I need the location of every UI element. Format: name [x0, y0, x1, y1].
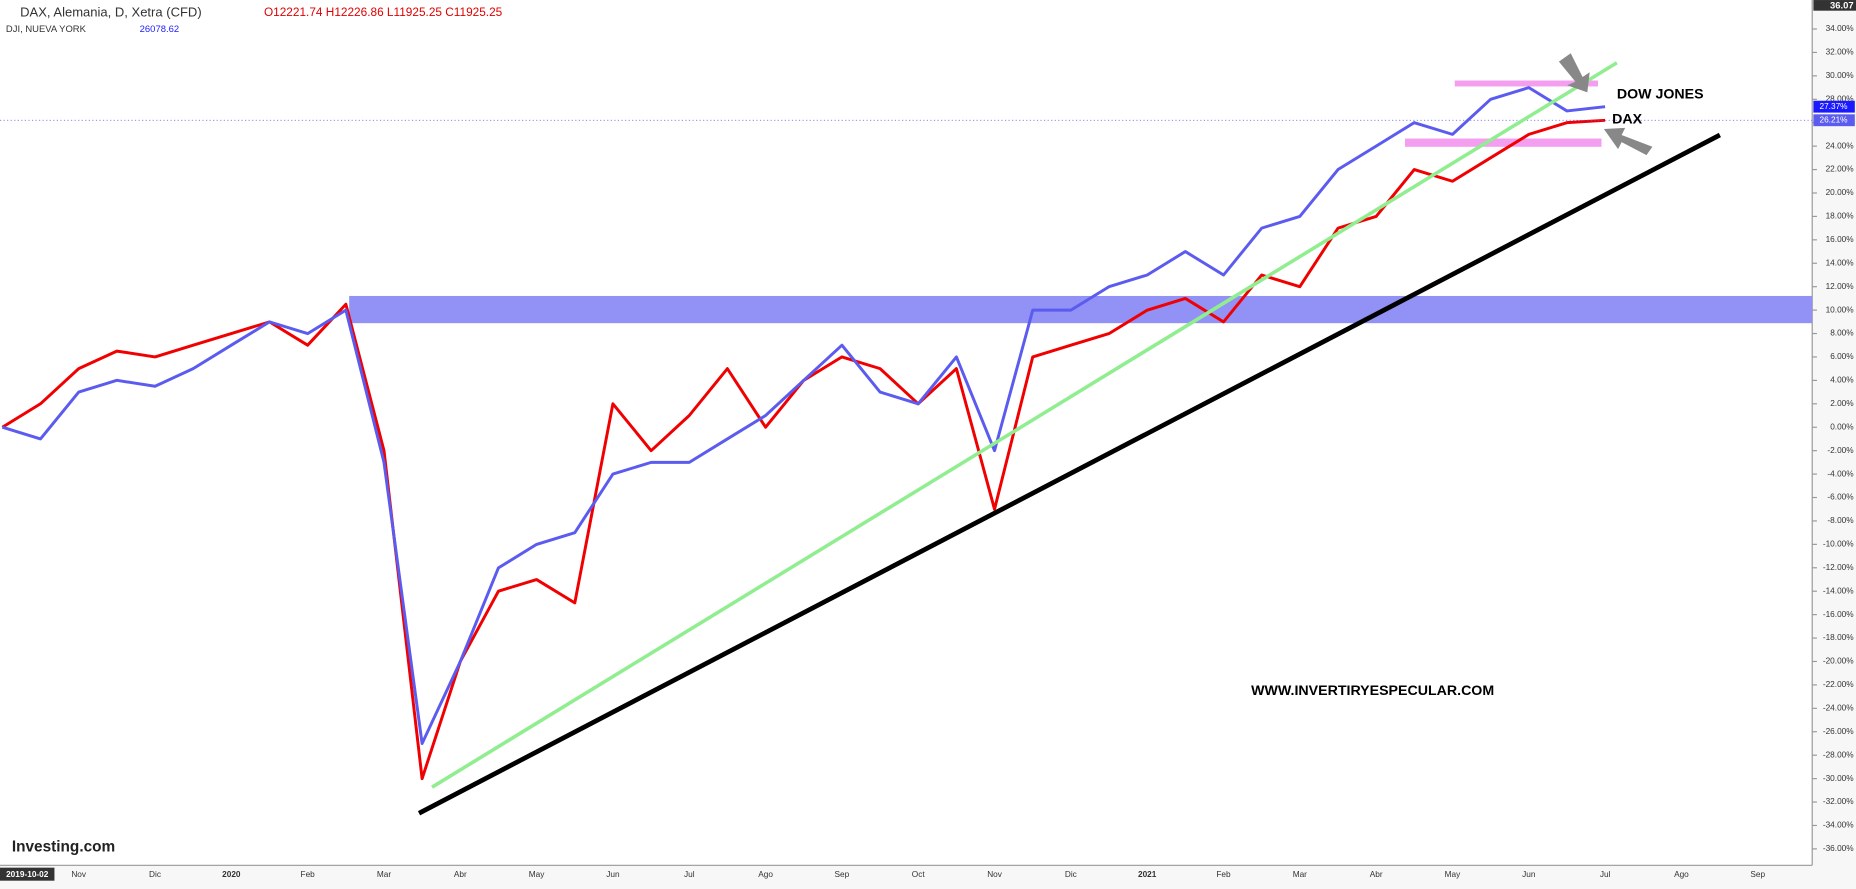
y-tick-label: 10.00%	[1826, 305, 1855, 314]
y-tick-label: 16.00%	[1826, 235, 1855, 244]
x-tick-label: Abr	[454, 870, 467, 879]
y-tick-label: 4.00%	[1830, 376, 1854, 385]
y-tick-label: -26.00%	[1823, 727, 1854, 736]
y-tick-label: -6.00%	[1827, 493, 1854, 502]
y-tick-label: -24.00%	[1823, 704, 1854, 713]
y-axis-panel	[1812, 0, 1856, 889]
x-tick-label: Nov	[987, 870, 1003, 879]
trendlines	[417, 53, 1721, 816]
top-value: 36.07	[1830, 0, 1854, 11]
x-tick-label: Jul	[684, 870, 695, 879]
range-top	[1454, 80, 1598, 87]
x-tick-label: Mar	[1293, 870, 1307, 879]
annotation: DOW JONES	[1617, 86, 1704, 102]
series-title: DJI, NUEVA YORK	[6, 24, 87, 35]
x-tick-label: Jul	[1600, 870, 1611, 879]
y-tick-label: -32.00%	[1823, 797, 1854, 806]
x-tick-label: Mar	[377, 870, 391, 879]
value-tag	[1813, 114, 1855, 127]
y-tick-label: 24.00%	[1826, 141, 1855, 150]
x-tick-label: 2020	[222, 870, 241, 879]
annotation: DAX	[1612, 111, 1642, 127]
x-tick-label: Feb	[1216, 870, 1231, 879]
y-tick-label: -18.00%	[1823, 633, 1854, 642]
y-tick-label: -8.00%	[1827, 516, 1854, 525]
top-tag	[1813, 0, 1856, 11]
y-tick-label: 28.00%	[1826, 94, 1855, 103]
x-tick-label: Dic	[149, 870, 161, 879]
x-tick-label: Dic	[1065, 870, 1077, 879]
x-tick-label: Jun	[606, 870, 620, 879]
arrow	[1558, 53, 1590, 93]
y-tick-label: -30.00%	[1823, 774, 1854, 783]
series-title: DAX, Alemania, D, Xetra (CFD)	[20, 4, 202, 19]
y-tick-label: -14.00%	[1823, 586, 1854, 595]
x-tick-label: Feb	[301, 870, 316, 879]
resistance-band	[349, 295, 1813, 324]
y-tick-label: -12.00%	[1823, 563, 1854, 572]
x-tick-label: May	[529, 870, 545, 879]
last-value: 26078.62	[140, 24, 179, 35]
y-tick-label: -16.00%	[1823, 610, 1854, 619]
arrow	[1603, 127, 1653, 156]
y-tick-label: 2.00%	[1830, 399, 1854, 408]
y-tick-label: 32.00%	[1826, 48, 1855, 57]
y-tick-label: 12.00%	[1826, 282, 1855, 291]
x-tick-label: Sep	[835, 870, 850, 879]
range-bottom	[1405, 138, 1602, 147]
annotation: WWW.INVERTIRYESPECULAR.COM	[1251, 683, 1494, 699]
value-label: 27.37%	[1819, 102, 1848, 111]
y-tick-label: 6.00%	[1830, 352, 1854, 361]
series-line	[1, 86, 1606, 745]
y-tick-label: -22.00%	[1823, 680, 1854, 689]
y-tick-label: -28.00%	[1823, 750, 1854, 759]
logo: Investing.com	[12, 839, 115, 856]
value-label: 26.21%	[1819, 115, 1848, 124]
x-tick-label: Nov	[71, 870, 87, 879]
x-tick-label: Ago	[758, 870, 773, 879]
y-tick-label: -34.00%	[1823, 821, 1854, 830]
y-tick-label: 8.00%	[1830, 329, 1854, 338]
y-tick-label: -2.00%	[1827, 446, 1854, 455]
ohlc: O12221.74 H12226.86 L11925.25 C11925.25	[264, 5, 503, 19]
x-tick-label: Jun	[1522, 870, 1536, 879]
y-tick-label: -4.00%	[1827, 469, 1854, 478]
y-tick-label: 34.00%	[1826, 24, 1855, 33]
x-axis-panel	[0, 865, 1856, 889]
x-tick-label: 2021	[1138, 870, 1157, 879]
x-tick-label: Abr	[1370, 870, 1383, 879]
series	[0, 86, 1813, 781]
y-tick-label: -20.00%	[1823, 657, 1854, 666]
y-tick-label: 14.00%	[1826, 258, 1855, 267]
y-tick-label: 0.00%	[1830, 422, 1854, 431]
y-tick-label: 20.00%	[1826, 188, 1855, 197]
x-tick-label: May	[1445, 870, 1461, 879]
value-tag	[1813, 100, 1855, 113]
y-tick-label: 30.00%	[1826, 71, 1855, 80]
y-tick-label: 22.00%	[1826, 165, 1855, 174]
y-tick-label: -36.00%	[1823, 844, 1854, 853]
x-tick-label: Ago	[1674, 870, 1689, 879]
trendline-green	[431, 61, 1618, 789]
x-tick-label: Oct	[912, 870, 926, 879]
x-tick-label: 2019-10-02	[6, 870, 49, 879]
y-tick-label: -10.00%	[1823, 540, 1854, 549]
x-tick-label: Sep	[1750, 870, 1765, 879]
trendline-black	[417, 132, 1721, 816]
y-tick-label: 18.00%	[1826, 212, 1855, 221]
date-tag	[0, 867, 55, 881]
drawings	[349, 80, 1813, 324]
